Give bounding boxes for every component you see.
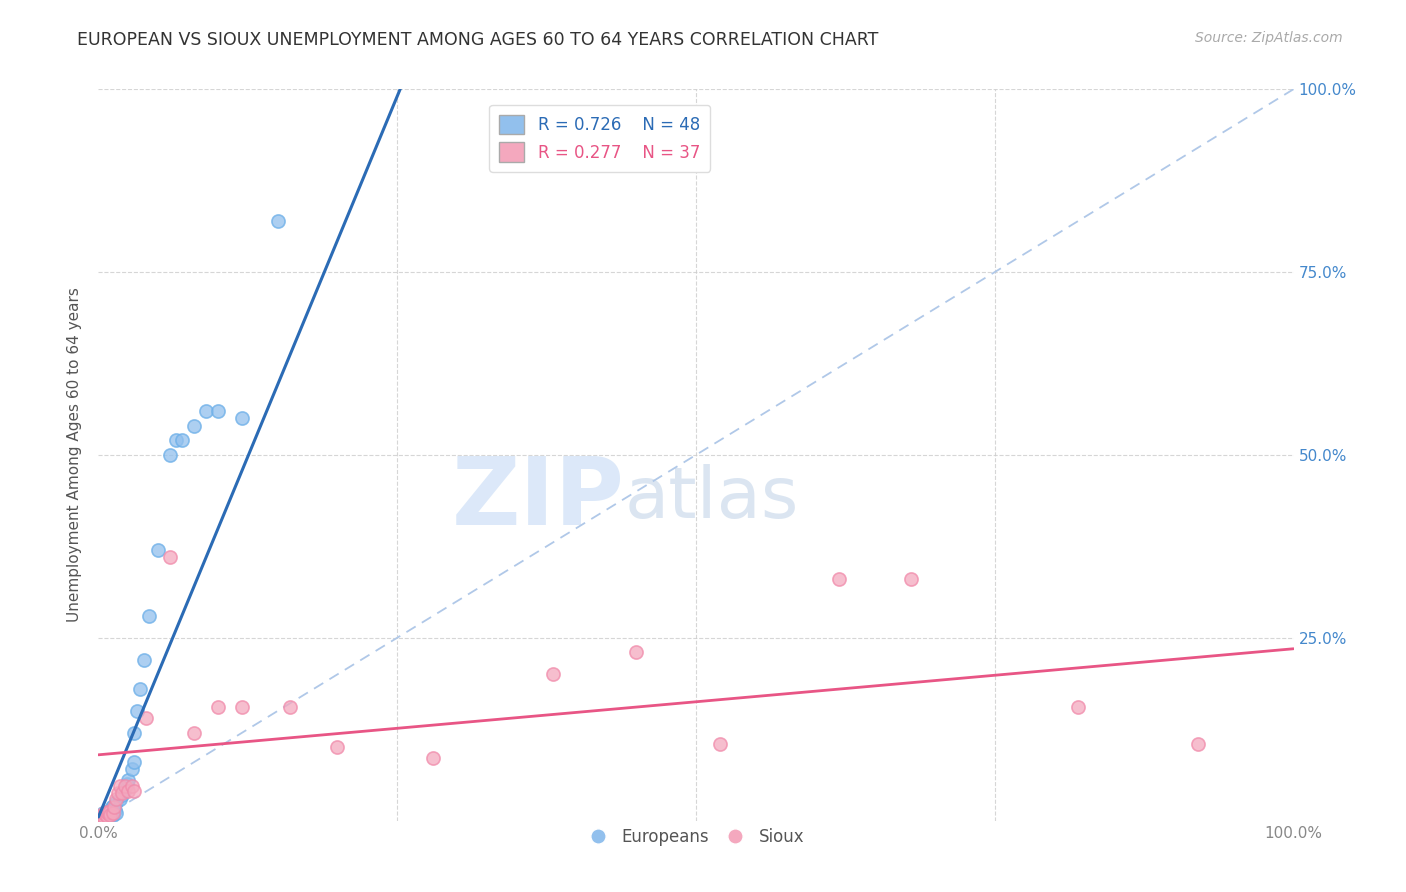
Point bbox=[108, 779, 131, 793]
Point bbox=[148, 543, 170, 558]
Point bbox=[93, 807, 115, 822]
Point bbox=[207, 404, 229, 418]
Point bbox=[104, 803, 127, 817]
Point bbox=[108, 791, 131, 805]
Point bbox=[267, 214, 290, 228]
Point bbox=[91, 810, 114, 824]
Point bbox=[101, 806, 124, 821]
Point bbox=[94, 806, 117, 821]
Point bbox=[121, 763, 143, 777]
Point bbox=[98, 805, 121, 819]
Point bbox=[98, 803, 122, 817]
Point bbox=[96, 805, 118, 819]
Point bbox=[94, 807, 117, 822]
Point bbox=[132, 653, 155, 667]
Point bbox=[1187, 737, 1209, 751]
Point bbox=[105, 791, 128, 805]
Point bbox=[900, 572, 922, 586]
Point bbox=[90, 810, 112, 824]
Point bbox=[100, 806, 122, 821]
Point bbox=[97, 809, 120, 823]
Text: Source: ZipAtlas.com: Source: ZipAtlas.com bbox=[1195, 31, 1343, 45]
Point bbox=[159, 550, 181, 565]
Point bbox=[183, 726, 205, 740]
Point bbox=[124, 784, 146, 798]
Point bbox=[709, 737, 731, 751]
Point bbox=[159, 448, 181, 462]
Point bbox=[107, 786, 129, 800]
Point bbox=[93, 810, 115, 824]
Point bbox=[111, 788, 134, 802]
Point bbox=[183, 418, 205, 433]
Point bbox=[105, 806, 128, 821]
Point bbox=[422, 751, 444, 765]
Point bbox=[96, 805, 118, 819]
Point bbox=[231, 700, 253, 714]
Point bbox=[98, 807, 122, 822]
Point bbox=[91, 806, 114, 821]
Point bbox=[98, 807, 122, 822]
Point bbox=[828, 572, 851, 586]
Point bbox=[135, 711, 157, 725]
Point bbox=[96, 807, 118, 822]
Point bbox=[124, 726, 146, 740]
Point bbox=[172, 434, 194, 448]
Point bbox=[114, 779, 136, 793]
Point bbox=[97, 806, 120, 821]
Point bbox=[101, 799, 124, 814]
Point bbox=[115, 777, 138, 791]
Point bbox=[117, 784, 139, 798]
Point bbox=[91, 807, 114, 822]
Point bbox=[105, 796, 128, 810]
Point bbox=[90, 810, 112, 824]
Point bbox=[101, 807, 124, 822]
Point bbox=[97, 806, 120, 821]
Point bbox=[117, 773, 139, 788]
Point bbox=[111, 786, 134, 800]
Point bbox=[103, 805, 125, 819]
Point bbox=[91, 810, 114, 824]
Point bbox=[138, 608, 160, 623]
Point bbox=[231, 411, 253, 425]
Point bbox=[541, 667, 564, 681]
Point bbox=[112, 784, 135, 798]
Text: atlas: atlas bbox=[624, 465, 799, 533]
Point bbox=[91, 809, 114, 823]
Point bbox=[93, 806, 115, 821]
Point bbox=[96, 810, 118, 824]
Point bbox=[165, 434, 187, 448]
Point bbox=[124, 755, 146, 769]
Point bbox=[94, 807, 117, 822]
Point bbox=[91, 809, 114, 823]
Point bbox=[207, 700, 229, 714]
Point bbox=[103, 800, 125, 814]
Point bbox=[98, 809, 121, 823]
Text: EUROPEAN VS SIOUX UNEMPLOYMENT AMONG AGES 60 TO 64 YEARS CORRELATION CHART: EUROPEAN VS SIOUX UNEMPLOYMENT AMONG AGE… bbox=[77, 31, 879, 49]
Point bbox=[93, 810, 115, 824]
Point bbox=[121, 779, 143, 793]
Legend: Europeans, Sioux: Europeans, Sioux bbox=[581, 822, 811, 853]
Point bbox=[326, 740, 349, 755]
Point bbox=[96, 809, 118, 823]
Point bbox=[129, 681, 152, 696]
Point bbox=[195, 404, 218, 418]
Point bbox=[91, 807, 114, 822]
Point bbox=[125, 704, 148, 718]
Text: ZIP: ZIP bbox=[451, 453, 624, 545]
Point bbox=[278, 700, 301, 714]
Point bbox=[100, 800, 122, 814]
Point bbox=[1067, 700, 1090, 714]
Point bbox=[626, 645, 648, 659]
Point bbox=[94, 810, 117, 824]
Y-axis label: Unemployment Among Ages 60 to 64 years: Unemployment Among Ages 60 to 64 years bbox=[67, 287, 83, 623]
Point bbox=[98, 805, 121, 819]
